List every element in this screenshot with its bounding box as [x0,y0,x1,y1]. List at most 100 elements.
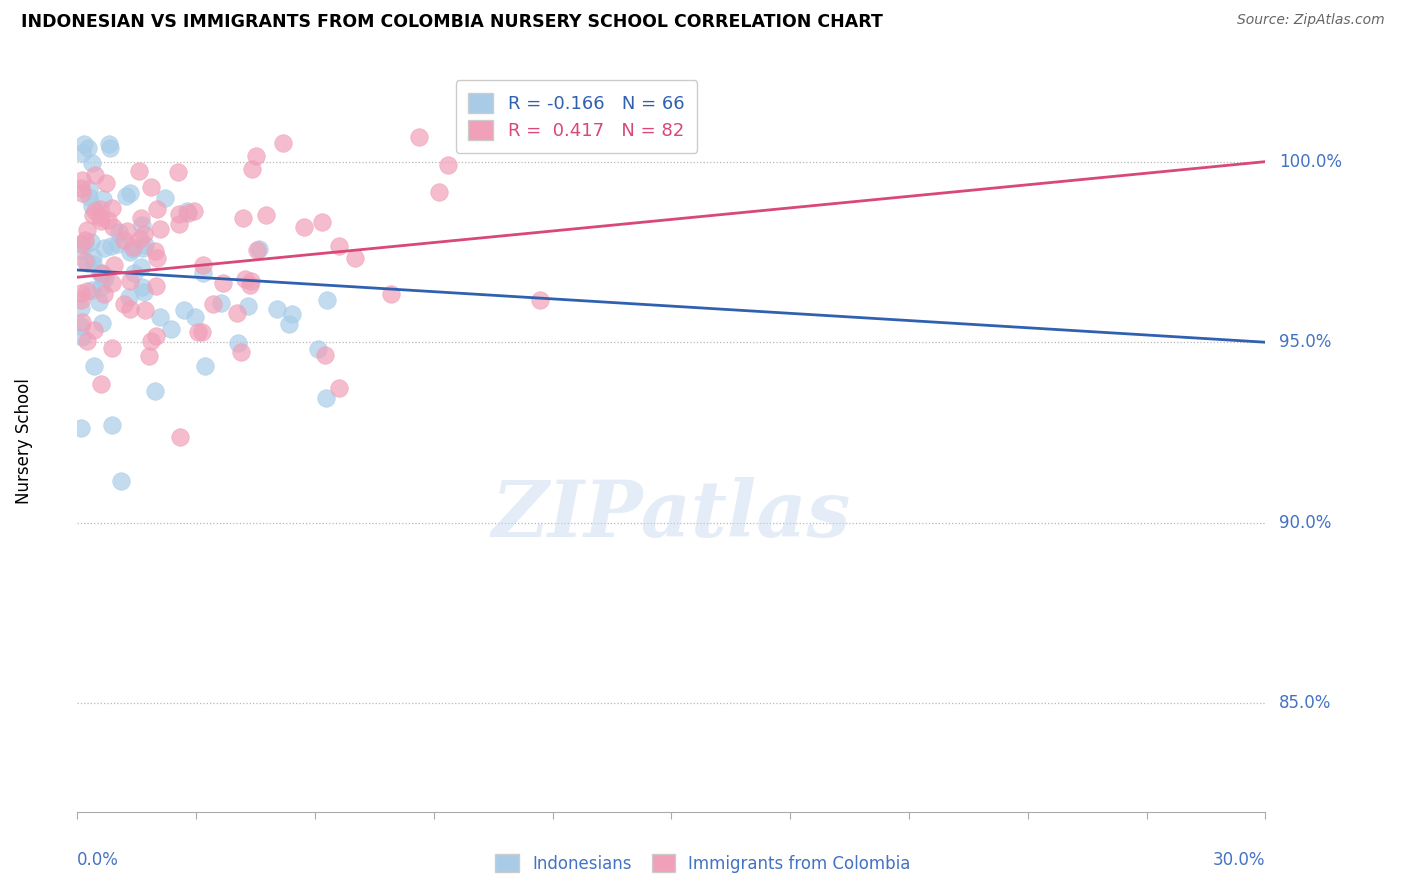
Text: Source: ZipAtlas.com: Source: ZipAtlas.com [1237,13,1385,28]
Point [103,258,125,272]
Point [143,244,166,258]
Point [138,349,160,363]
Point [70,301,93,316]
Point [79,190,101,204]
Text: Nursery School: Nursery School [15,378,32,505]
Point [101,276,124,290]
Point [118,245,141,260]
Point [93,241,115,255]
Point [83,323,105,337]
Point [118,301,141,316]
Text: 100.0%: 100.0% [1279,153,1343,170]
Point [226,306,249,320]
Point [316,293,339,307]
Point [80,283,103,297]
Point [98,141,121,155]
Point [112,234,135,248]
Point [93,286,115,301]
Point [239,274,262,288]
Point [79,235,101,250]
Point [91,268,114,282]
Point [139,180,162,194]
Point [202,296,225,310]
Point [380,287,402,301]
Point [184,310,207,324]
Point [73,136,96,151]
Point [70,330,93,344]
Point [271,136,294,150]
Point [183,204,205,219]
Point [115,189,138,203]
Point [96,176,118,190]
Point [83,203,105,218]
Point [70,421,93,435]
Point [87,295,110,310]
Point [529,293,551,307]
Text: 85.0%: 85.0% [1279,694,1331,713]
Point [233,272,256,286]
Text: 30.0%: 30.0% [1213,851,1265,869]
Point [146,251,169,265]
Text: ZIPatlas: ZIPatlas [492,477,851,554]
Text: 90.0%: 90.0% [1279,514,1331,532]
Point [107,236,129,251]
Point [80,156,103,170]
Point [427,185,450,199]
Point [254,208,277,222]
Point [145,329,167,343]
Point [311,215,333,229]
Point [70,181,93,195]
Point [176,204,198,219]
Point [101,417,124,432]
Point [90,377,112,392]
Point [191,325,214,339]
Point [91,192,114,206]
Point [307,342,329,356]
Point [103,220,125,235]
Point [281,307,304,321]
Point [160,322,183,336]
Point [132,241,155,255]
Point [91,266,114,280]
Point [169,430,191,444]
Point [82,257,104,271]
Point [120,186,142,201]
Point [72,315,94,329]
Point [122,266,145,280]
Point [112,297,135,311]
Point [166,165,188,179]
Point [76,256,98,270]
Point [131,260,153,274]
Point [131,219,153,233]
Point [107,225,129,239]
Point [146,202,169,216]
Point [80,199,103,213]
Point [70,145,93,160]
Point [128,164,150,178]
Point [70,173,93,187]
Point [75,254,97,268]
Point [167,207,190,221]
Point [211,277,233,291]
Point [245,149,267,163]
Point [70,286,93,301]
Point [97,136,120,151]
Point [76,284,98,298]
Point [97,212,120,227]
Point [437,159,460,173]
Point [328,238,350,252]
Text: 95.0%: 95.0% [1279,334,1331,351]
Point [145,279,167,293]
Point [132,285,155,299]
Point [83,359,105,373]
Point [173,302,195,317]
Point [115,224,138,238]
Point [132,227,155,242]
Text: INDONESIAN VS IMMIGRANTS FROM COLOMBIA NURSERY SCHOOL CORRELATION CHART: INDONESIAN VS IMMIGRANTS FROM COLOMBIA N… [21,13,883,31]
Point [226,336,249,351]
Point [90,279,112,293]
Point [100,202,122,216]
Point [240,162,263,177]
Point [278,317,301,331]
Point [90,316,112,330]
